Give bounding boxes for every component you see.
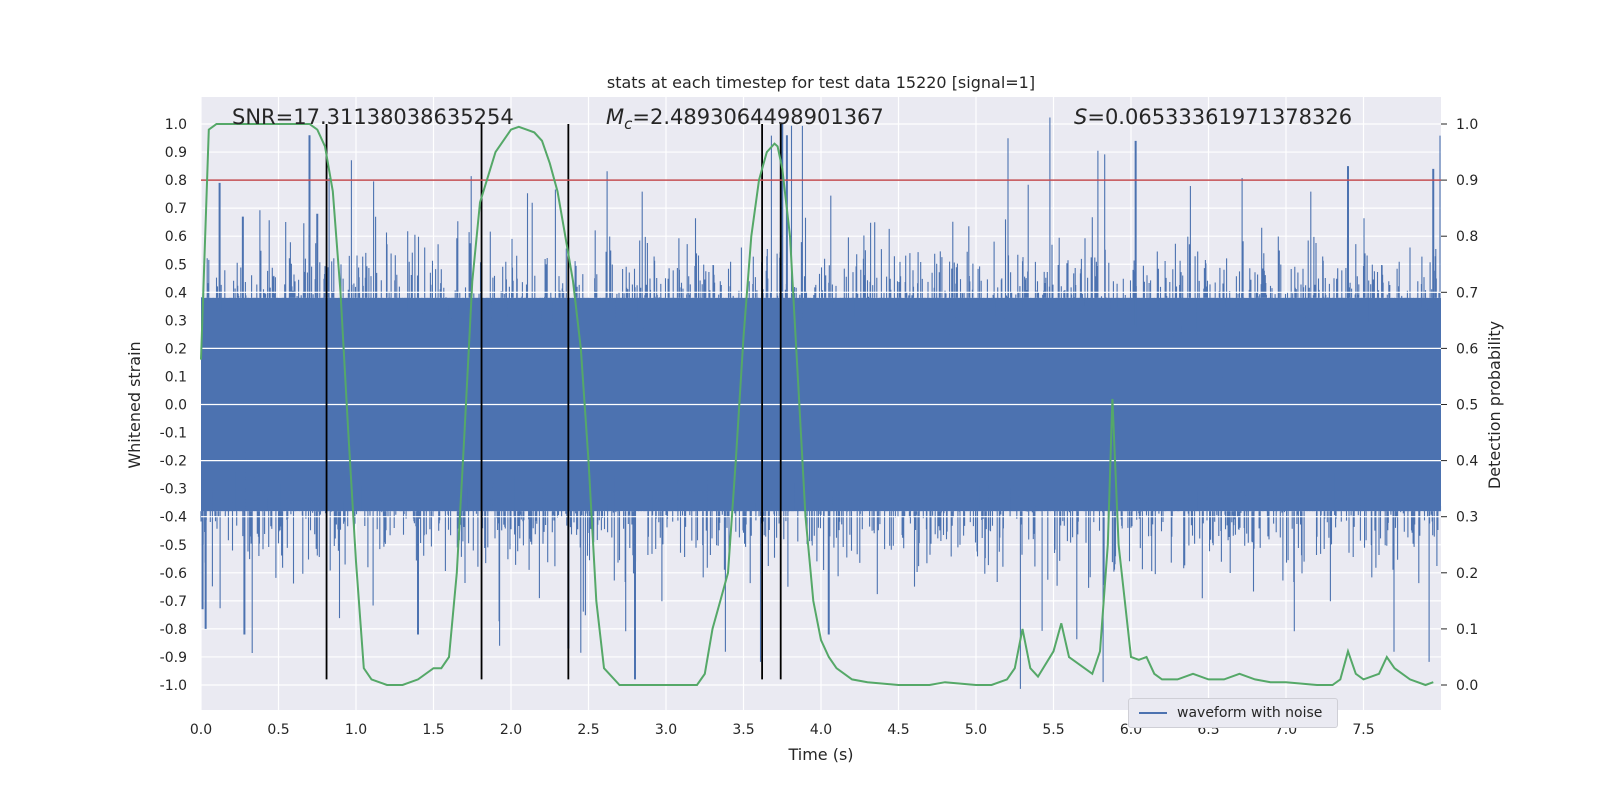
y-tick-label: 0.1 xyxy=(165,369,187,385)
snr-annotation: SNR=17.31138038635254 xyxy=(232,105,514,129)
mc-value: =2.4893064498901367 xyxy=(632,105,883,129)
x-tick-label: 4.0 xyxy=(810,722,832,738)
y-tick-label: -0.1 xyxy=(160,426,187,442)
x-tick-label: 7.5 xyxy=(1352,722,1374,738)
waveform-series xyxy=(200,117,1442,689)
y2-tick-label: 0.5 xyxy=(1456,398,1478,414)
y-tick-label: 0.2 xyxy=(165,341,187,357)
y-axis-label: Whitened strain xyxy=(125,341,144,468)
s-annotation: S=0.06533361971378326 xyxy=(1074,105,1352,129)
y2-tick-label: 0.1 xyxy=(1456,622,1478,638)
detection-probability-line xyxy=(200,123,1434,687)
y-tick-label: 0.4 xyxy=(165,285,187,301)
x-tick-label: 0.0 xyxy=(190,722,212,738)
y2-tick-label: 0.9 xyxy=(1456,173,1478,189)
y2-tick-label: 0.6 xyxy=(1456,341,1478,357)
x-tick-label: 5.5 xyxy=(1042,722,1064,738)
y2-tick-label: 0.7 xyxy=(1456,285,1478,301)
x-tick-label: 3.0 xyxy=(655,722,677,738)
y2-tick-label: 0.4 xyxy=(1456,454,1478,470)
s-symbol: S xyxy=(1074,105,1087,129)
y2-tick-label: 1.0 xyxy=(1456,117,1478,133)
x-axis-label: Time (s) xyxy=(787,745,853,764)
s-value: =0.06533361971378326 xyxy=(1087,105,1352,129)
y-tick-label: 0.3 xyxy=(165,313,187,329)
y2-tick-label: 0.3 xyxy=(1456,510,1478,526)
legend-label: waveform with noise xyxy=(1177,705,1323,721)
y-tick-label: -0.6 xyxy=(160,566,187,582)
y-tick-label: -0.3 xyxy=(160,482,187,498)
y-tick-label: -0.7 xyxy=(160,594,187,610)
y-tick-label: 0.5 xyxy=(165,257,187,273)
x-tick-label: 3.5 xyxy=(732,722,754,738)
y2-tick-label: 0.0 xyxy=(1456,678,1478,694)
y-tick-labels: 1.0 0.9 0.8 0.7 0.6 0.5 0.4 0.3 0.2 0.1 0.0 -0.1 -0.… xyxy=(160,117,187,694)
y-tick-label: -0.9 xyxy=(160,650,187,666)
y2-tick-label: 0.8 xyxy=(1456,229,1478,245)
y2-axis-label: Detection probability xyxy=(1485,321,1504,489)
y-tick-label: -1.0 xyxy=(160,678,187,694)
mc-annotation: Mc=2.4893064498901367 xyxy=(606,105,884,133)
y-tick-label: -0.4 xyxy=(160,510,187,526)
mc-subscript: c xyxy=(624,115,633,133)
y-tick-label: -0.5 xyxy=(160,538,187,554)
y-tick-label: -0.8 xyxy=(160,622,187,638)
y-tick-label: 0.0 xyxy=(165,398,187,414)
x-tick-label: 0.5 xyxy=(267,722,289,738)
mc-symbol: M xyxy=(606,105,624,129)
x-tick-label: 2.5 xyxy=(577,722,599,738)
y-tick-label: 1.0 xyxy=(165,117,187,133)
x-tick-label: 1.0 xyxy=(345,722,367,738)
x-tick-label: 2.0 xyxy=(500,722,522,738)
y-tick-label: 0.9 xyxy=(165,145,187,161)
x-tick-label: 4.5 xyxy=(887,722,909,738)
y-tick-label: 0.8 xyxy=(165,173,187,189)
vertical-markers xyxy=(325,124,782,680)
legend-line-icon xyxy=(1139,712,1167,714)
x-tick-label: 5.0 xyxy=(965,722,987,738)
y-tick-label: -0.2 xyxy=(160,454,187,470)
chart-title: stats at each timestep for test data 152… xyxy=(607,73,1035,92)
y-tick-label: 0.7 xyxy=(165,201,187,217)
y2-tick-labels: 1.0 0.9 0.8 0.7 0.6 0.5 0.4 0.3 0.2 0.1 0.0 xyxy=(1441,117,1478,694)
legend: waveform with noise xyxy=(1128,698,1338,728)
y-tick-label: 0.6 xyxy=(165,229,187,245)
y2-tick-label: 0.2 xyxy=(1456,566,1478,582)
x-tick-label: 1.5 xyxy=(422,722,444,738)
